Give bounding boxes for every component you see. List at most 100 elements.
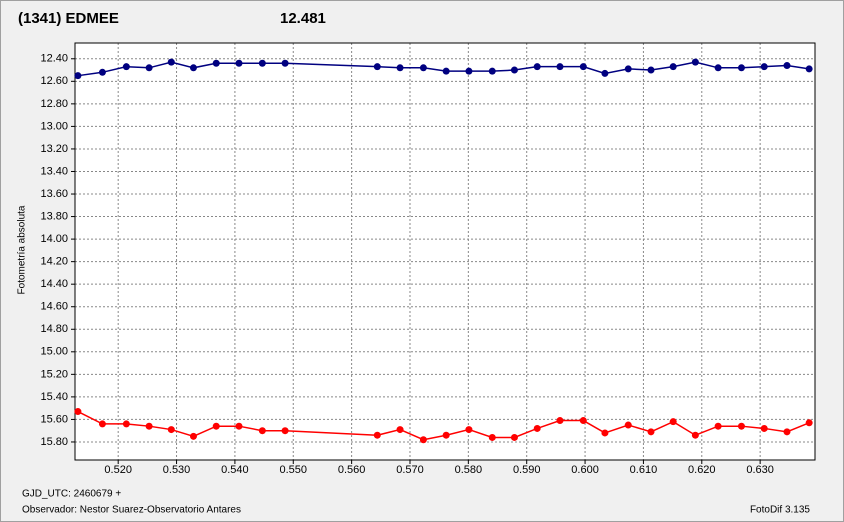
x-tick-label: 0.530 <box>163 464 191 476</box>
data-point <box>579 417 587 425</box>
data-point <box>419 64 427 72</box>
data-point <box>145 422 153 430</box>
data-point <box>556 63 564 71</box>
data-point <box>145 64 153 72</box>
y-axis-label: Fotometría absoluta <box>17 205 28 294</box>
data-point <box>281 59 289 67</box>
data-point <box>624 65 632 73</box>
data-point <box>122 420 130 428</box>
x-tick-label: 0.630 <box>746 464 774 476</box>
observer: Observador: Nestor Suarez-Observatorio A… <box>22 505 241 516</box>
data-point <box>235 59 243 67</box>
plot-area <box>75 43 815 460</box>
y-tick-label: 15.00 <box>40 346 68 358</box>
data-point <box>601 69 609 77</box>
y-tick-label: 14.20 <box>40 256 68 268</box>
data-point <box>212 422 220 430</box>
y-tick-label: 13.00 <box>40 120 68 132</box>
data-point <box>647 428 655 436</box>
data-point <box>805 419 813 427</box>
y-tick-label: 14.60 <box>40 301 68 313</box>
data-point <box>510 433 518 441</box>
y-tick-label: 13.40 <box>40 165 68 177</box>
data-point <box>691 58 699 66</box>
data-point <box>510 66 518 74</box>
data-point <box>189 432 197 440</box>
data-point <box>601 429 609 437</box>
data-point <box>691 431 699 439</box>
data-point <box>98 68 106 76</box>
y-tick-label: 14.40 <box>40 278 68 290</box>
data-point <box>760 424 768 432</box>
y-tick-label: 14.00 <box>40 233 68 245</box>
data-point <box>396 64 404 72</box>
data-point <box>258 59 266 67</box>
data-point <box>760 63 768 71</box>
data-point <box>579 63 587 71</box>
data-point <box>488 67 496 75</box>
series-line <box>77 410 810 441</box>
x-tick-label: 0.560 <box>338 464 366 476</box>
y-tick-label: 15.60 <box>40 413 68 425</box>
x-tick-label: 0.620 <box>688 464 716 476</box>
data-point <box>647 66 655 74</box>
data-point <box>258 427 266 435</box>
x-tick-label: 0.520 <box>104 464 132 476</box>
data-point <box>737 64 745 72</box>
data-point <box>669 63 677 71</box>
data-point <box>442 431 450 439</box>
data-point <box>212 59 220 67</box>
y-tick-label: 15.40 <box>40 391 68 403</box>
data-point <box>235 422 243 430</box>
x-axis-label: GJD_UTC: 2460679 + <box>22 489 121 500</box>
x-tick-label: 0.610 <box>630 464 658 476</box>
data-point <box>419 436 427 444</box>
data-point <box>783 62 791 70</box>
data-point <box>74 72 82 80</box>
data-point <box>533 424 541 432</box>
data-point <box>98 420 106 428</box>
y-tick-label: 13.60 <box>40 188 68 200</box>
chart-subtitle: 12.481 <box>280 10 326 27</box>
y-tick-label: 12.60 <box>40 75 68 87</box>
data-point <box>556 417 564 425</box>
x-tick-label: 0.600 <box>571 464 599 476</box>
series-line <box>77 61 810 77</box>
data-point <box>465 67 473 75</box>
data-point <box>167 58 175 66</box>
data-point <box>189 64 197 72</box>
x-tick-label: 0.570 <box>396 464 424 476</box>
y-tick-label: 12.80 <box>40 98 68 110</box>
y-tick-label: 14.80 <box>40 323 68 335</box>
software: FotoDif 3.135 <box>750 505 810 516</box>
y-tick-label: 12.40 <box>40 53 68 65</box>
data-point <box>533 63 541 71</box>
data-point <box>805 65 813 73</box>
data-point <box>442 67 450 75</box>
x-tick-label: 0.590 <box>513 464 541 476</box>
data-point <box>714 64 722 72</box>
data-point <box>465 426 473 434</box>
x-tick-label: 0.580 <box>455 464 483 476</box>
plot-border <box>74 42 816 461</box>
x-tick-label: 0.540 <box>221 464 249 476</box>
data-point <box>122 63 130 71</box>
y-tick-label: 15.20 <box>40 368 68 380</box>
data-point <box>167 426 175 434</box>
data-point <box>396 426 404 434</box>
y-tick-label: 13.80 <box>40 210 68 222</box>
data-point <box>624 421 632 429</box>
data-point <box>281 427 289 435</box>
data-point <box>488 433 496 441</box>
data-point <box>714 422 722 430</box>
chart-title: (1341) EDMEE <box>18 10 119 27</box>
data-point <box>737 422 745 430</box>
data-point <box>373 63 381 71</box>
y-tick-label: 15.80 <box>40 436 68 448</box>
x-tick-label: 0.550 <box>279 464 307 476</box>
data-point <box>373 431 381 439</box>
y-tick-label: 13.20 <box>40 143 68 155</box>
data-point <box>74 408 82 416</box>
